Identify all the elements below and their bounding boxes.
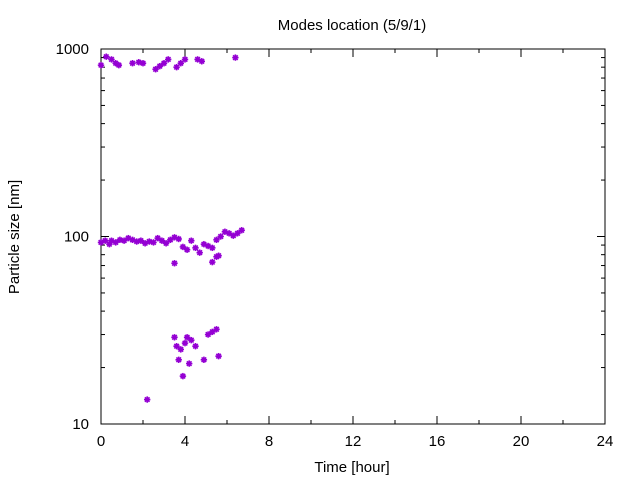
data-point [196, 249, 203, 256]
data-point [200, 356, 208, 363]
x-tick-label: 4 [181, 433, 189, 450]
data-point [183, 246, 191, 253]
data-point [156, 62, 163, 70]
data-point [154, 234, 161, 242]
data-point [102, 237, 109, 244]
x-tick-label: 0 [97, 433, 105, 450]
data-point [129, 59, 136, 67]
y-tick-label: 10 [72, 416, 89, 433]
data-point [177, 59, 184, 67]
data-point [204, 331, 212, 338]
data-point [198, 58, 205, 65]
x-tick-label: 20 [513, 433, 530, 450]
data-point [171, 334, 178, 341]
data-point [179, 243, 187, 251]
data-point [192, 244, 199, 252]
data-point [181, 56, 189, 63]
x-axis-label: Time [hour] [314, 459, 389, 476]
data-point [158, 237, 166, 244]
x-tick-label: 16 [429, 433, 446, 450]
data-point [177, 346, 184, 353]
data-point [238, 227, 245, 234]
data-point [188, 336, 195, 344]
data-point [112, 239, 119, 246]
data-point [120, 237, 128, 244]
data-point [144, 396, 151, 403]
data-point [160, 59, 168, 67]
data-point [146, 238, 153, 245]
data-point [179, 372, 187, 380]
data-points [97, 53, 245, 403]
x-tick-labels: 0 4 8 12 16 20 24 [97, 433, 614, 450]
data-point [137, 237, 145, 244]
data-point [167, 236, 174, 244]
data-point [183, 334, 191, 341]
data-point [175, 235, 182, 243]
data-point [175, 356, 182, 363]
data-point [192, 342, 199, 350]
data-point [115, 61, 123, 69]
data-point [186, 360, 193, 367]
data-point [232, 54, 239, 61]
x-tick-label: 24 [597, 433, 614, 450]
data-point [173, 63, 180, 71]
data-point [209, 244, 216, 252]
data-point [213, 326, 220, 333]
data-point [171, 260, 178, 267]
y-tick-label: 1000 [56, 41, 89, 58]
data-point [215, 252, 222, 259]
data-point [135, 59, 142, 66]
data-point [181, 339, 189, 347]
data-point [209, 328, 216, 336]
x-tick-label: 12 [345, 433, 362, 450]
y-tick-labels: 10 100 1000 [56, 41, 89, 433]
data-point [213, 236, 220, 244]
data-point [165, 56, 172, 63]
y-axis-label: Particle size [nm] [6, 180, 23, 294]
data-point [108, 56, 115, 63]
data-point [209, 258, 216, 266]
data-point [188, 237, 195, 244]
y-tick-label: 100 [64, 229, 89, 246]
axis-ticks [100, 48, 606, 425]
data-point [139, 59, 147, 67]
data-point [150, 239, 157, 246]
data-point [97, 61, 105, 69]
data-point [225, 230, 233, 237]
data-point [217, 233, 224, 240]
data-point [103, 53, 110, 60]
data-point [162, 240, 170, 247]
chart-title: Modes location (5/9/1) [278, 17, 426, 34]
data-point [215, 352, 222, 360]
x-tick-label: 8 [265, 433, 273, 450]
